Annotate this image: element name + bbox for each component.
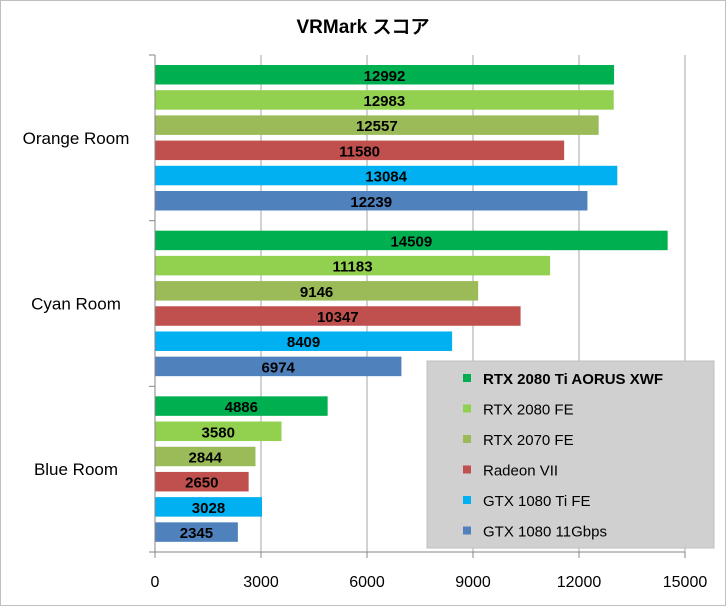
bar-value-label: 11183: [333, 259, 373, 276]
bar-value-label: 11580: [339, 143, 380, 160]
x-tick-label: 15000: [663, 574, 708, 591]
x-tick-label: 3000: [243, 574, 279, 591]
bar: [155, 140, 565, 161]
bar: [155, 191, 588, 211]
legend-entry-label: GTX 1080 11Gbps: [483, 524, 607, 541]
bar-value-label: 3028: [192, 500, 225, 517]
bar: [155, 446, 256, 467]
legend-swatch: [463, 496, 471, 504]
bar: [155, 331, 453, 351]
bar: [155, 90, 614, 110]
bar: [155, 306, 521, 326]
bar-value-label: 10347: [317, 309, 359, 326]
x-tick-label: 6000: [349, 574, 385, 591]
legend-entry-label: RTX 2080 FE: [483, 402, 574, 419]
legend-box: [426, 360, 715, 549]
bar: [155, 396, 328, 416]
bar: [155, 255, 551, 276]
category-label: Cyan Room: [31, 295, 121, 314]
bar-value-label: 4886: [225, 399, 258, 416]
legend-swatch: [463, 374, 471, 382]
bar-value-label: 9146: [300, 284, 333, 301]
x-tick-label: 0: [151, 574, 160, 591]
legend-entry-label: GTX 1080 Ti FE: [483, 493, 591, 510]
bar: [155, 356, 402, 377]
bar: [155, 522, 238, 542]
bar: [155, 497, 262, 517]
bar-value-label: 6974: [262, 359, 296, 376]
bar: [155, 65, 615, 85]
x-tick-label: 12000: [557, 574, 602, 591]
bar-value-label: 13084: [365, 169, 407, 186]
legend-swatch: [463, 526, 471, 535]
bar-value-label: 12992: [364, 68, 406, 85]
bar: [155, 115, 599, 135]
category-label: Orange Room: [23, 129, 130, 148]
bar: [155, 281, 479, 301]
bar-value-label: 2844: [189, 449, 223, 466]
bar-value-label: 8409: [287, 334, 320, 351]
legend-swatch: [463, 404, 471, 413]
legend-swatch: [463, 435, 471, 443]
bar: [155, 471, 249, 492]
bar-value-label: 2650: [185, 475, 218, 492]
legend-swatch: [463, 465, 471, 474]
chart-title: VRMark スコア: [296, 17, 429, 38]
bar: [155, 165, 618, 186]
legend-entry-label: RTX 2070 FE: [483, 432, 574, 449]
bar-value-label: 12239: [350, 194, 392, 211]
bar-value-label: 2345: [180, 525, 213, 542]
bar: [155, 421, 282, 442]
bar-value-label: 3580: [202, 424, 235, 441]
bar-value-label: 14509: [390, 233, 432, 250]
legend-entry-label: RTX 2080 Ti AORUS XWF: [483, 371, 663, 388]
x-tick-label: 9000: [455, 574, 491, 591]
legend-entry-label: Radeon VII: [483, 463, 558, 480]
bar-value-label: 12983: [364, 93, 406, 110]
bar-value-label: 12557: [356, 118, 398, 135]
bar: [155, 230, 668, 251]
category-label: Blue Room: [34, 460, 118, 479]
